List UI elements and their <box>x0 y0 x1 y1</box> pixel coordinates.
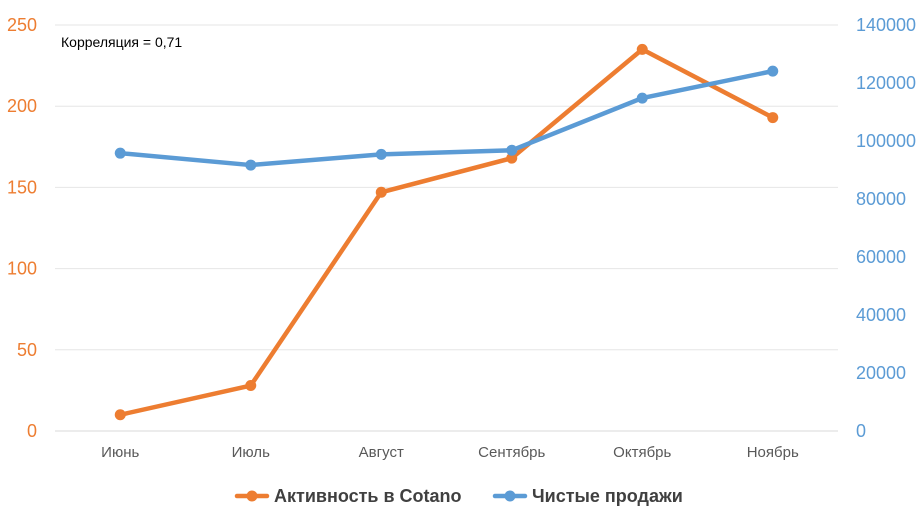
x-tick-label: Ноябрь <box>747 444 799 461</box>
left-y-tick-label: 200 <box>7 96 37 116</box>
activity-data-point <box>636 43 648 55</box>
activity-data-point <box>506 152 518 164</box>
x-tick-label: Октябрь <box>613 444 671 461</box>
x-tick-label: Сентябрь <box>478 444 545 461</box>
net-sales-series-line <box>118 68 775 168</box>
right-y-tick-label: 40000 <box>856 305 906 325</box>
x-tick-label: Июнь <box>101 444 139 461</box>
correlation-annotation: Корреляция = 0,71 <box>61 34 182 50</box>
activity-series-line <box>118 47 775 418</box>
net-sales-data-point <box>375 148 387 160</box>
left-y-tick-label: 250 <box>7 15 37 35</box>
right-y-tick-label: 60000 <box>856 247 906 267</box>
x-tick-label: Июль <box>232 444 270 461</box>
activity-data-point <box>114 409 126 421</box>
right-y-tick-label: 20000 <box>856 363 906 383</box>
net-sales-data-point <box>245 159 257 171</box>
net-sales-legend-label: Чистые продажи <box>532 486 683 506</box>
x-axis-ticks: Июнь Июль Август Сентябрь Октябрь Ноябрь <box>101 444 799 461</box>
left-y-axis-ticks: 0 50 100 150 200 250 <box>7 15 37 441</box>
x-tick-label: Август <box>359 444 404 461</box>
net-sales-data-point <box>506 144 518 156</box>
activity-data-point <box>375 186 387 198</box>
right-y-tick-label: 140000 <box>856 15 916 35</box>
net-sales-data-point <box>114 147 126 159</box>
left-y-tick-label: 50 <box>17 340 37 360</box>
left-y-tick-label: 0 <box>27 421 37 441</box>
series-lines <box>114 43 779 421</box>
activity-legend-marker <box>246 490 258 502</box>
net-sales-data-point <box>636 92 648 104</box>
legend: Активность в Cotano Чистые продажи <box>234 486 683 506</box>
gridlines <box>55 24 838 432</box>
right-y-tick-label: 100000 <box>856 131 916 151</box>
activity-data-point <box>767 112 779 124</box>
left-y-tick-label: 150 <box>7 177 37 197</box>
activity-legend-label: Активность в Cotano <box>274 486 462 506</box>
net-sales-data-point <box>767 65 779 77</box>
right-y-axis-ticks: 0 20000 40000 60000 80000 100000 120000 140000 <box>856 15 916 441</box>
right-y-tick-label: 120000 <box>856 73 916 93</box>
left-y-tick-label: 100 <box>7 259 37 279</box>
activity-data-point <box>245 380 257 392</box>
net-sales-legend-marker <box>504 490 516 502</box>
right-y-tick-label: 0 <box>856 421 866 441</box>
right-y-tick-label: 80000 <box>856 189 906 209</box>
